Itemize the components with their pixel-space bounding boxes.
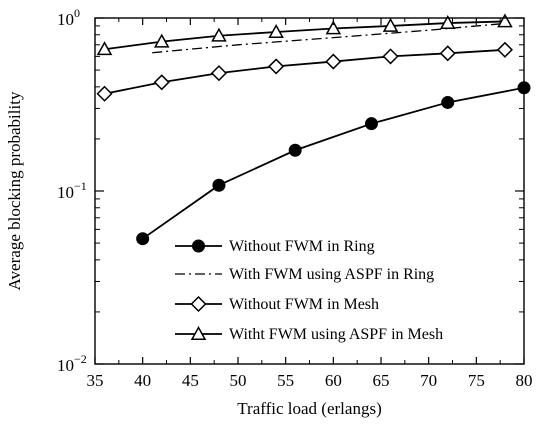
data-point-diamond <box>190 295 207 313</box>
data-point-circle <box>212 178 226 192</box>
data-point-circle <box>288 143 302 157</box>
legend-entry-1: Without FWM in Ring <box>175 238 375 255</box>
series-3 <box>96 41 513 102</box>
data-point-triangle <box>325 20 342 35</box>
x-tick-label: 50 <box>230 371 247 390</box>
data-point-diamond <box>96 85 113 102</box>
x-tick-label: 55 <box>277 371 294 390</box>
series-4 <box>96 13 513 56</box>
plot-area <box>96 13 531 246</box>
legend-label: Without FWM in Mesh <box>229 296 379 313</box>
data-point-diamond <box>382 48 399 65</box>
data-point-diamond <box>325 53 342 70</box>
x-tick-label: 60 <box>325 371 342 390</box>
data-point-triangle <box>497 13 513 28</box>
data-point-diamond <box>496 41 513 58</box>
y-axis-title: Average blocking probability <box>5 91 24 290</box>
x-tick-label: 70 <box>420 371 437 390</box>
data-point-triangle <box>96 41 113 56</box>
series-1 <box>136 81 531 246</box>
y-tick-label: 10−1 <box>57 179 87 202</box>
data-point-circle <box>364 117 378 131</box>
legend-label: With FWM using ASPF in Ring <box>229 266 434 283</box>
data-point-circle <box>192 239 205 253</box>
x-tick-label: 75 <box>468 371 485 390</box>
data-point-diamond <box>153 74 170 91</box>
x-tick-label: 35 <box>87 371 104 390</box>
data-point-triangle <box>153 33 170 48</box>
data-point-diamond <box>210 65 227 82</box>
data-point-circle <box>441 95 455 109</box>
x-tick-label: 45 <box>182 371 199 390</box>
legend: Without FWM in Ring With FWM using ASPF i… <box>175 238 443 343</box>
data-point-circle <box>136 232 150 246</box>
legend-entry-2: With FWM using ASPF in Ring <box>175 266 434 283</box>
data-point-triangle <box>211 27 227 42</box>
y-tick-label: 10−2 <box>57 352 87 375</box>
series-line <box>104 48 505 95</box>
x-tick-label: 80 <box>516 371 533 390</box>
data-point-triangle <box>268 23 284 38</box>
y-tick-label: 100 <box>57 6 80 29</box>
legend-label: Witht FWM using ASPF in Mesh <box>229 326 443 343</box>
legend-label: Without FWM in Ring <box>229 238 375 255</box>
x-tick-label: 40 <box>134 371 151 390</box>
series-line <box>142 86 525 240</box>
data-point-triangle <box>439 15 456 29</box>
legend-entry-3: Without FWM in Mesh <box>175 295 379 313</box>
x-tick-label: 65 <box>373 371 390 390</box>
data-point-triangle <box>190 325 207 340</box>
data-point-diamond <box>439 45 456 62</box>
series-line <box>104 20 505 51</box>
data-point-diamond <box>268 58 285 75</box>
legend-entry-4: Witht FWM using ASPF in Mesh <box>175 325 443 343</box>
x-axis-title: Traffic load (erlangs) <box>237 399 381 418</box>
axes: 35 40 45 50 55 60 65 70 75 80 100 10−1 10−2 <box>57 6 533 390</box>
data-point-triangle <box>382 17 399 32</box>
